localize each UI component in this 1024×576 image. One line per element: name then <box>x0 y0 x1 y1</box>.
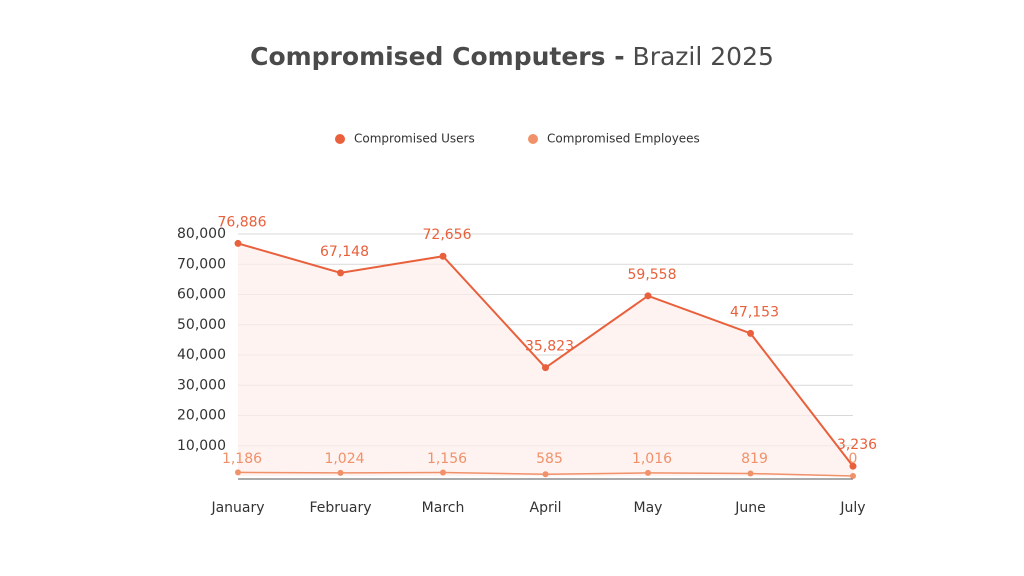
data-point <box>337 469 344 476</box>
data-point <box>439 252 447 260</box>
x-tick-label: May <box>634 500 663 516</box>
data-label: 72,656 <box>423 227 472 243</box>
legend-label: Compromised Employees <box>547 132 700 146</box>
y-tick-label: 40,000 <box>177 347 226 363</box>
data-point <box>440 469 446 476</box>
data-point <box>644 292 652 300</box>
data-label: 1,156 <box>427 451 467 467</box>
title-rest: Brazil 2025 <box>633 42 774 71</box>
data-point <box>234 239 242 247</box>
x-tick-label: February <box>309 500 371 516</box>
data-label: 76,886 <box>218 214 267 230</box>
data-point <box>747 470 754 477</box>
x-tick-label: March <box>422 500 465 516</box>
y-tick-label: 10,000 <box>177 438 226 454</box>
y-tick-label: 60,000 <box>177 287 226 303</box>
data-point <box>849 462 857 470</box>
data-label: 67,148 <box>320 244 369 260</box>
x-tick-label: April <box>530 500 562 516</box>
area <box>238 243 853 476</box>
data-label: 585 <box>536 451 563 467</box>
x-tick-label: July <box>839 500 865 516</box>
title-bold: Compromised Computers - <box>250 42 625 71</box>
data-point <box>337 269 344 277</box>
data-label: 1,016 <box>632 451 672 467</box>
data-label: 1,024 <box>324 451 364 467</box>
y-tick-label: 70,000 <box>177 256 226 272</box>
legend-label: Compromised Users <box>354 132 475 146</box>
x-tick-label: June <box>734 500 766 516</box>
y-tick-label: 20,000 <box>177 408 226 424</box>
data-point <box>542 364 549 372</box>
chart-title: Compromised Computers - Brazil 2025 <box>250 42 774 71</box>
data-label: 0 <box>849 451 858 467</box>
y-tick-label: 30,000 <box>177 377 226 393</box>
data-point <box>850 473 856 479</box>
data-label: 819 <box>741 451 768 467</box>
legend-marker <box>335 134 345 144</box>
data-label: 59,558 <box>628 267 677 283</box>
x-tick-label: January <box>210 500 264 516</box>
data-label: 3,236 <box>837 437 877 453</box>
y-tick-label: 80,000 <box>177 226 226 242</box>
data-label: 1,186 <box>222 451 262 467</box>
data-point <box>645 469 651 476</box>
data-point <box>747 329 754 337</box>
y-tick-label: 50,000 <box>177 317 226 333</box>
data-label: 47,153 <box>730 304 779 320</box>
data-label: 35,823 <box>525 339 574 355</box>
data-point <box>235 469 241 476</box>
data-point <box>542 471 549 478</box>
legend-marker <box>528 134 538 144</box>
